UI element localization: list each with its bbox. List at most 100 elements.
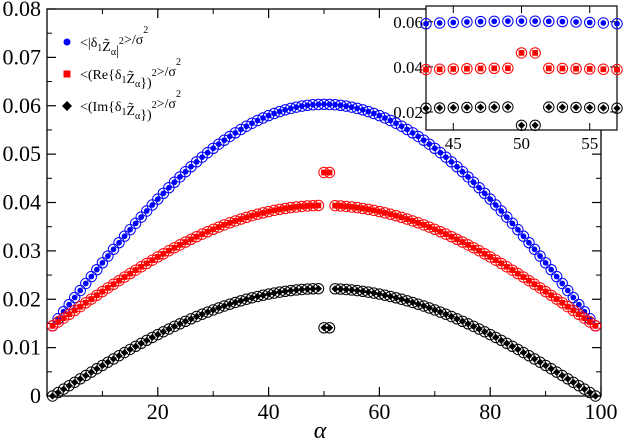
data-point-fill [82, 299, 89, 306]
inset-data-point-fill [532, 18, 539, 25]
data-point-fill [71, 307, 78, 314]
data-point [124, 267, 136, 280]
data-point-fill [398, 214, 405, 221]
data-point-fill [465, 242, 471, 248]
data-point-fill [509, 220, 516, 227]
data-point-fill [548, 266, 554, 273]
data-point-fill [314, 285, 323, 293]
data-point [578, 383, 591, 395]
data-point-fill [526, 239, 532, 246]
data-point-fill [154, 254, 161, 260]
data-point [390, 117, 402, 129]
data-point [80, 297, 92, 309]
data-point [57, 312, 70, 324]
data-point-fill [398, 123, 405, 130]
data-point [91, 289, 103, 302]
data-point-fill [154, 196, 161, 202]
data-point-fill [570, 307, 577, 314]
inset-y-tick-label: 0.04 [393, 58, 423, 77]
data-point-fill [520, 274, 527, 280]
inset-data-point-fill [572, 103, 580, 112]
data-point-fill [226, 133, 233, 140]
data-point-fill [66, 301, 73, 308]
data-point-fill [581, 315, 588, 321]
data-point [107, 243, 120, 256]
inset-data-point-fill [464, 65, 470, 72]
data-point-fill [138, 214, 145, 220]
inset-data-point-fill [586, 104, 594, 112]
data-point-fill [564, 303, 571, 310]
data-point [567, 304, 579, 317]
inset-data-point-fill [613, 104, 621, 112]
data-point-fill [204, 228, 211, 235]
data-point-fill [575, 301, 582, 308]
data-point-fill [415, 219, 422, 226]
inset-data-point-fill [450, 66, 457, 72]
data-point [462, 239, 474, 251]
data-point-fill [515, 226, 521, 233]
inset-data-point [502, 62, 514, 74]
data-point-fill [454, 236, 460, 243]
data-point-fill [531, 246, 538, 253]
inset-y-tick-label: 0.06 [393, 13, 423, 32]
data-point-fill [198, 310, 206, 318]
data-point [556, 277, 568, 290]
data-point [168, 242, 181, 254]
data-point-fill [166, 184, 172, 191]
data-point-fill [199, 231, 205, 237]
inset-data-point [611, 102, 623, 114]
inset-data-point [515, 119, 528, 131]
data-point-fill [160, 190, 167, 197]
data-point-fill [547, 365, 555, 373]
data-point-fill [254, 117, 261, 124]
data-point [102, 250, 114, 262]
data-point-fill [121, 274, 128, 280]
data-point-fill [82, 280, 89, 287]
inset-data-point-fill [599, 104, 607, 112]
inset-data-point [447, 101, 459, 114]
inset-data-point-fill [559, 18, 566, 25]
data-point [96, 285, 109, 298]
inset-data-point [433, 63, 446, 75]
inset-data-point-fill [558, 103, 567, 111]
data-point [406, 127, 419, 139]
data-point-fill [226, 219, 233, 226]
data-point-fill [536, 358, 544, 366]
inset-data-point-fill [436, 104, 444, 112]
inset-data-point [570, 101, 582, 114]
inset-data-point-fill [450, 19, 457, 26]
data-point [589, 320, 602, 332]
data-point [550, 366, 563, 378]
data-point-fill [188, 236, 194, 243]
inset-data-point-fill [423, 66, 429, 73]
data-point-fill [470, 244, 477, 251]
data-point-fill [243, 123, 250, 130]
data-point-fill [454, 163, 460, 170]
inset-data-point [529, 47, 541, 59]
legend-entry: <(Re{δ1Z̃α})2>/σ2 [63, 57, 181, 91]
data-point-fill [88, 273, 95, 280]
data-point [528, 278, 541, 290]
data-point [80, 369, 92, 382]
data-point-fill [580, 385, 589, 393]
y-tick-label: 0.01 [3, 335, 42, 360]
inset-data-point-fill [504, 103, 512, 111]
inset-data-point [515, 47, 528, 59]
data-point-fill [238, 126, 244, 133]
data-point [323, 322, 336, 334]
inset-data-point [461, 16, 473, 28]
data-point-fill [254, 211, 261, 218]
inset-data-point-fill [423, 20, 429, 27]
x-tick-label: 100 [585, 399, 618, 424]
data-point [74, 300, 86, 313]
data-point-fill [326, 169, 333, 176]
inset-data-point [584, 101, 596, 114]
data-point [69, 291, 81, 304]
inset-data-point [597, 63, 610, 75]
data-point-fill [49, 322, 56, 329]
data-point-fill [87, 368, 95, 376]
data-point [539, 285, 552, 298]
data-point [141, 257, 153, 270]
data-point-fill [121, 233, 128, 240]
inset-x-tick-label: 45 [445, 134, 462, 153]
